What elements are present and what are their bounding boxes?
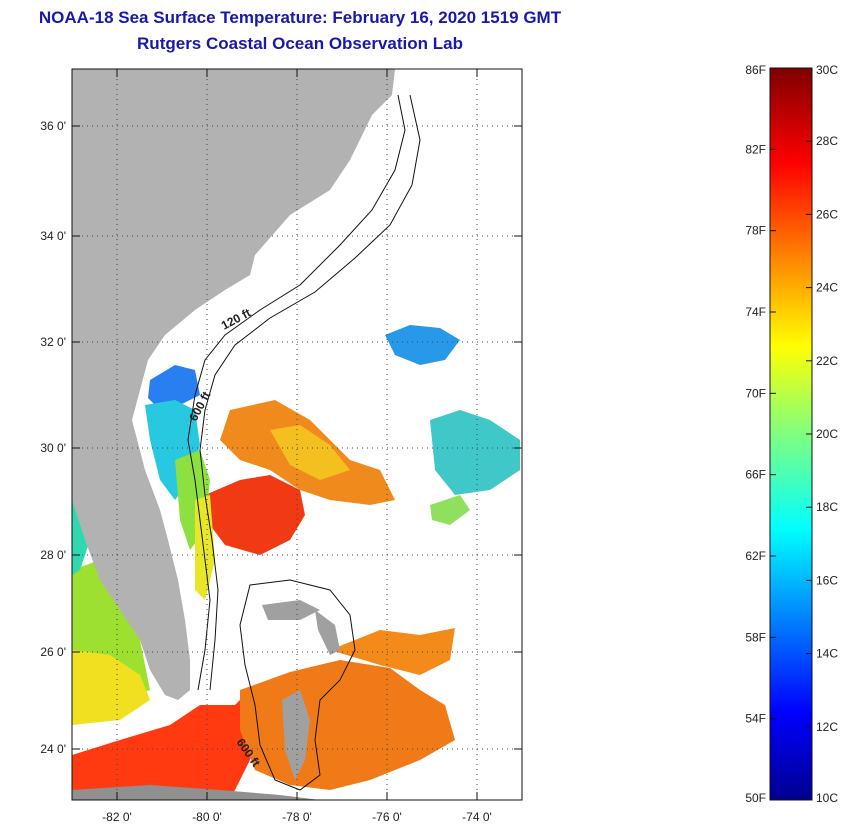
celsius-labels: 30C 28C 26C 24C 22C 20C 18C 16C 14C 12C 10C — [816, 63, 838, 805]
colorbar-label-c: 24C — [816, 281, 838, 295]
sst-patch-gulfstream-yellow — [270, 425, 350, 480]
sst-patch-south — [72, 690, 260, 800]
lat-label-26: 26 0' — [40, 645, 66, 659]
sst-patch-offshore-blue — [385, 325, 460, 365]
colorbar-label-c: 28C — [816, 134, 838, 148]
colorbar-label-f: 50F — [745, 791, 766, 805]
lat-label-32: 32 0' — [40, 335, 66, 349]
colorbar-ticks — [770, 67, 812, 801]
sst-patch-offshore-green — [430, 495, 470, 525]
lon-label-74: -74 0' — [462, 810, 492, 824]
contour-120ft — [187, 94, 406, 691]
colorbar-label-f: 70F — [745, 386, 766, 400]
colorbar-label-f: 82F — [745, 142, 766, 156]
colorbar-label-f: 86F — [745, 63, 766, 77]
grid-lines — [72, 69, 522, 800]
bathymetry-contours — [187, 94, 421, 791]
colorbar-label-c: 30C — [816, 63, 838, 77]
colorbar-label-c: 26C — [816, 207, 838, 221]
contour-600ft — [199, 94, 421, 691]
contour-bahamas-outline — [239, 579, 356, 791]
colorbar-gradient — [769, 67, 813, 801]
colorbar-label-f: 58F — [745, 630, 766, 644]
lat-label-30: 30 0' — [40, 441, 66, 455]
lat-label-24: 24 0' — [40, 742, 66, 756]
colorbar-label-f: 66F — [745, 468, 766, 482]
island-cuba — [72, 785, 320, 800]
lon-label-82: -82 0' — [102, 810, 132, 824]
temperature-colorbar: 86F 82F 78F 74F 70F 66F 62F 58F 54F 50F 30C 28C 26C… — [745, 63, 838, 805]
colorbar-label-f: 78F — [745, 224, 766, 238]
colorbar-label-f: 62F — [745, 549, 766, 563]
sst-patch-offshore-cyan — [430, 410, 520, 495]
island-grand-bahama — [262, 600, 320, 620]
colorbar-label-c: 12C — [816, 720, 838, 734]
colorbar-label-c: 18C — [816, 500, 838, 514]
island-andros — [282, 690, 310, 780]
tick-marks — [72, 69, 522, 800]
fahrenheit-labels: 86F 82F 78F 74F 70F 66F 62F 58F 54F 50F — [745, 63, 766, 805]
colorbar-label-f: 74F — [745, 305, 766, 319]
lon-label-80: -80 0' — [192, 810, 222, 824]
sst-patch-gulfstream-red — [205, 475, 305, 555]
colorbar-label-f: 54F — [745, 712, 766, 726]
lon-label-76: -76 0' — [372, 810, 402, 824]
colorbar-label-c: 20C — [816, 427, 838, 441]
land-mass — [72, 69, 395, 700]
colorbar-label-c: 10C — [816, 791, 838, 805]
lat-label-28: 28 0' — [40, 548, 66, 562]
lat-label-34: 34 0' — [40, 229, 66, 243]
sst-patch-gulf-yellow — [72, 650, 150, 725]
lat-label-36: 36 0' — [40, 119, 66, 133]
colorbar-label-c: 14C — [816, 647, 838, 661]
sst-map: 24 0' 26 0' 28 0' 30 0' 32 0' 34 0' 36 0… — [40, 68, 523, 824]
map-subtitle: Rutgers Coastal Ocean Observation Lab — [137, 34, 463, 53]
colorbar-label-c: 22C — [816, 354, 838, 368]
sst-data-layer — [72, 325, 520, 800]
map-title: NOAA-18 Sea Surface Temperature: Februar… — [38, 8, 562, 27]
colorbar-label-c: 16C — [816, 573, 838, 587]
island-abaco — [315, 610, 340, 655]
sst-patch-coastal-blue — [148, 365, 200, 410]
lon-label-78: -78 0' — [282, 810, 312, 824]
